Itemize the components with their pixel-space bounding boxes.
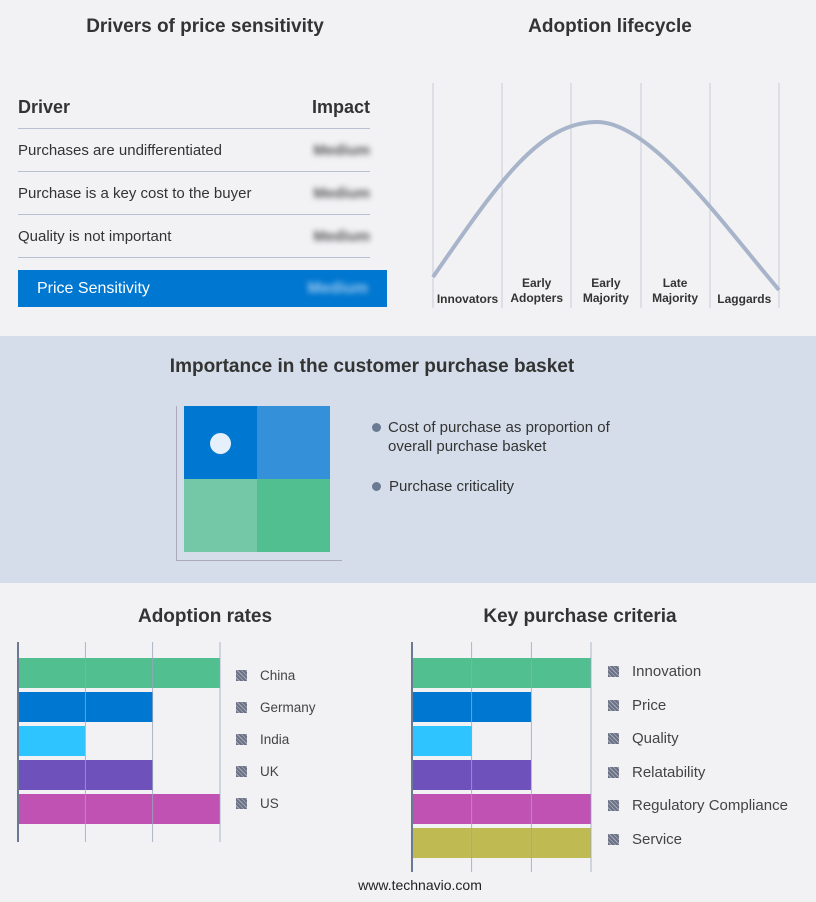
price-sensitivity-summary: Price Sensitivity Medium [18,270,387,307]
adoption-rates-title: Adoption rates [137,606,273,627]
legend-swatch-icon [608,666,619,677]
bar-us [18,794,220,824]
drivers-title: Drivers of price sensitivity [86,16,324,37]
driver-impact: Medium [313,227,370,245]
quadrant-bl [184,479,257,552]
bar-china [18,658,220,688]
driver-impact: Medium [313,184,370,202]
stage-label: Late Majority [652,276,699,305]
legend-swatch-icon [608,766,619,778]
driver-row: Quality is not important Medium [18,215,370,258]
bar-service [412,828,591,858]
legend-item: Germany [236,700,316,715]
lifecycle-title: Adoption lifecycle [528,16,692,37]
stage-label: Early Adopters [510,276,564,305]
position-marker [210,433,231,454]
quadrant-tr [257,406,330,479]
drivers-header: Driver Impact [18,86,370,129]
legend-item: Relatability [608,764,705,781]
basket-legend-1: Cost of purchase as proportion of overal… [372,418,642,456]
driver-col: Driver [18,96,71,117]
driver-row: Purchases are undifferentiated Medium [18,129,370,172]
basket-section [0,336,816,583]
kpc-title: Key purchase criteria [483,606,677,627]
legend-swatch-icon [236,734,247,745]
driver-name: Purchases are undifferentiated [18,141,223,159]
legend-swatch-icon [608,800,619,812]
legend-item: China [236,668,295,683]
stage-label: Early Majority [582,276,629,305]
stage-label: Innovators [436,292,499,306]
bar-regulatory-compliance [412,794,591,824]
legend-swatch-icon [608,733,619,745]
driver-row: Purchase is a key cost to the buyer Mediu… [18,172,370,215]
bar-india [18,726,86,756]
legend-item: Quality [608,730,679,747]
driver-name: Purchase is a key cost to the buyer [18,184,252,202]
bar-innovation [412,658,591,688]
legend-item: UK [236,764,279,779]
summary-label: Price Sensitivity [37,279,150,297]
legend-swatch-icon [236,702,247,713]
legend-swatch-icon [608,834,619,845]
summary-impact: Medium [307,279,368,297]
legend-item: Service [608,831,682,848]
axis-line [176,406,177,561]
impact-col: Impact [311,96,370,117]
stage-label: Laggards [717,292,772,306]
legend-swatch-icon [236,766,247,777]
basket-legend-2: Purchase criticality [372,478,514,495]
legend-item: Price [608,697,666,714]
legend-swatch-icon [608,699,619,711]
axis-line [176,560,342,561]
legend-swatch-icon [236,798,247,809]
driver-impact: Medium [313,141,370,159]
lifecycle-chart [431,83,781,308]
legend-item: US [236,796,279,811]
quadrant-br [257,479,330,552]
legend-item: India [236,732,289,747]
legend-swatch-icon [236,670,247,681]
basket-title: Importance in the customer purchase bask… [169,356,575,377]
footer-url: www.technavio.com [358,877,482,893]
legend-item: Regulatory Compliance [608,797,788,814]
bar-quality [412,726,472,756]
adoption-curve [431,119,781,292]
legend-item: Innovation [608,663,701,680]
driver-name: Quality is not important [18,227,172,245]
